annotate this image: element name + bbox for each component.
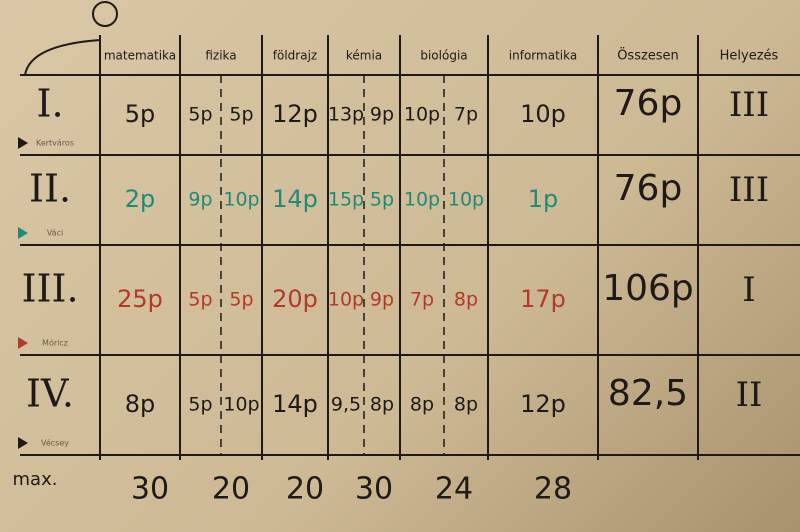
score: 8p [370,394,394,416]
score: 9p [370,104,394,126]
max-score: 30 [131,472,169,507]
max-score: 28 [534,472,572,507]
row-label: II. [29,167,71,211]
score: 8p [454,394,478,416]
score: 13p [328,104,364,126]
team-name: Kertváros [36,139,74,148]
total: 76p [614,83,683,124]
team-flag [18,437,28,449]
score: 25p [117,285,163,313]
place: III [729,170,769,210]
total: 82,5 [608,373,688,414]
score: 10p [223,394,259,416]
score: 5p [370,189,394,211]
team-flag [18,337,28,349]
score: 14p [272,185,318,213]
score: 7p [410,289,434,311]
score: 5p [188,394,212,416]
score: 5p [229,289,253,311]
score: 10p [520,100,566,128]
score: 7p [454,104,478,126]
column-header: matematika [104,49,176,63]
smiley [92,1,118,27]
column-header: földrajz [273,49,317,63]
max-score: 20 [212,472,250,507]
score: 17p [520,285,566,313]
row-label: I. [36,82,63,126]
score: 2p [125,185,156,213]
score: 8p [125,390,156,418]
place: III [729,85,769,125]
max-score: 30 [355,472,393,507]
score: 8p [410,394,434,416]
max-score: 20 [286,472,324,507]
row-label: III. [21,267,78,311]
score: 20p [272,285,318,313]
score: 5p [188,104,212,126]
score: 10p [404,189,440,211]
score: 10p [448,189,484,211]
team-flag [18,137,28,149]
column-header: biológia [420,49,467,63]
column-header: Helyezés [720,49,779,64]
score: 5p [125,100,156,128]
team-flag [18,227,28,239]
score: 14p [272,390,318,418]
score: 15p [328,189,364,211]
max-label: max. [13,469,58,490]
score: 9p [188,189,212,211]
score: 5p [229,104,253,126]
column-header: Összesen [617,47,679,64]
header-curve [24,39,101,76]
score: 12p [272,100,318,128]
column-header: fizika [205,49,236,63]
total: 106p [602,268,694,309]
team-name: Vécsey [41,438,69,448]
place: II [736,375,763,415]
row-label: IV. [26,372,74,416]
score: 10p [328,289,364,311]
score: 9p [370,289,394,311]
place: I [742,270,755,310]
team-name: Váci [47,229,63,238]
score: 12p [520,390,566,418]
score: 5p [188,289,212,311]
team-name: Móricz [42,338,68,348]
score: 9,5 [331,394,361,416]
column-header: kémia [346,49,382,63]
max-score: 24 [435,472,473,507]
score: 8p [454,289,478,311]
column-header: informatika [509,49,577,63]
total: 76p [614,168,683,209]
score: 1p [528,185,559,213]
score: 10p [404,104,440,126]
score: 10p [223,189,259,211]
